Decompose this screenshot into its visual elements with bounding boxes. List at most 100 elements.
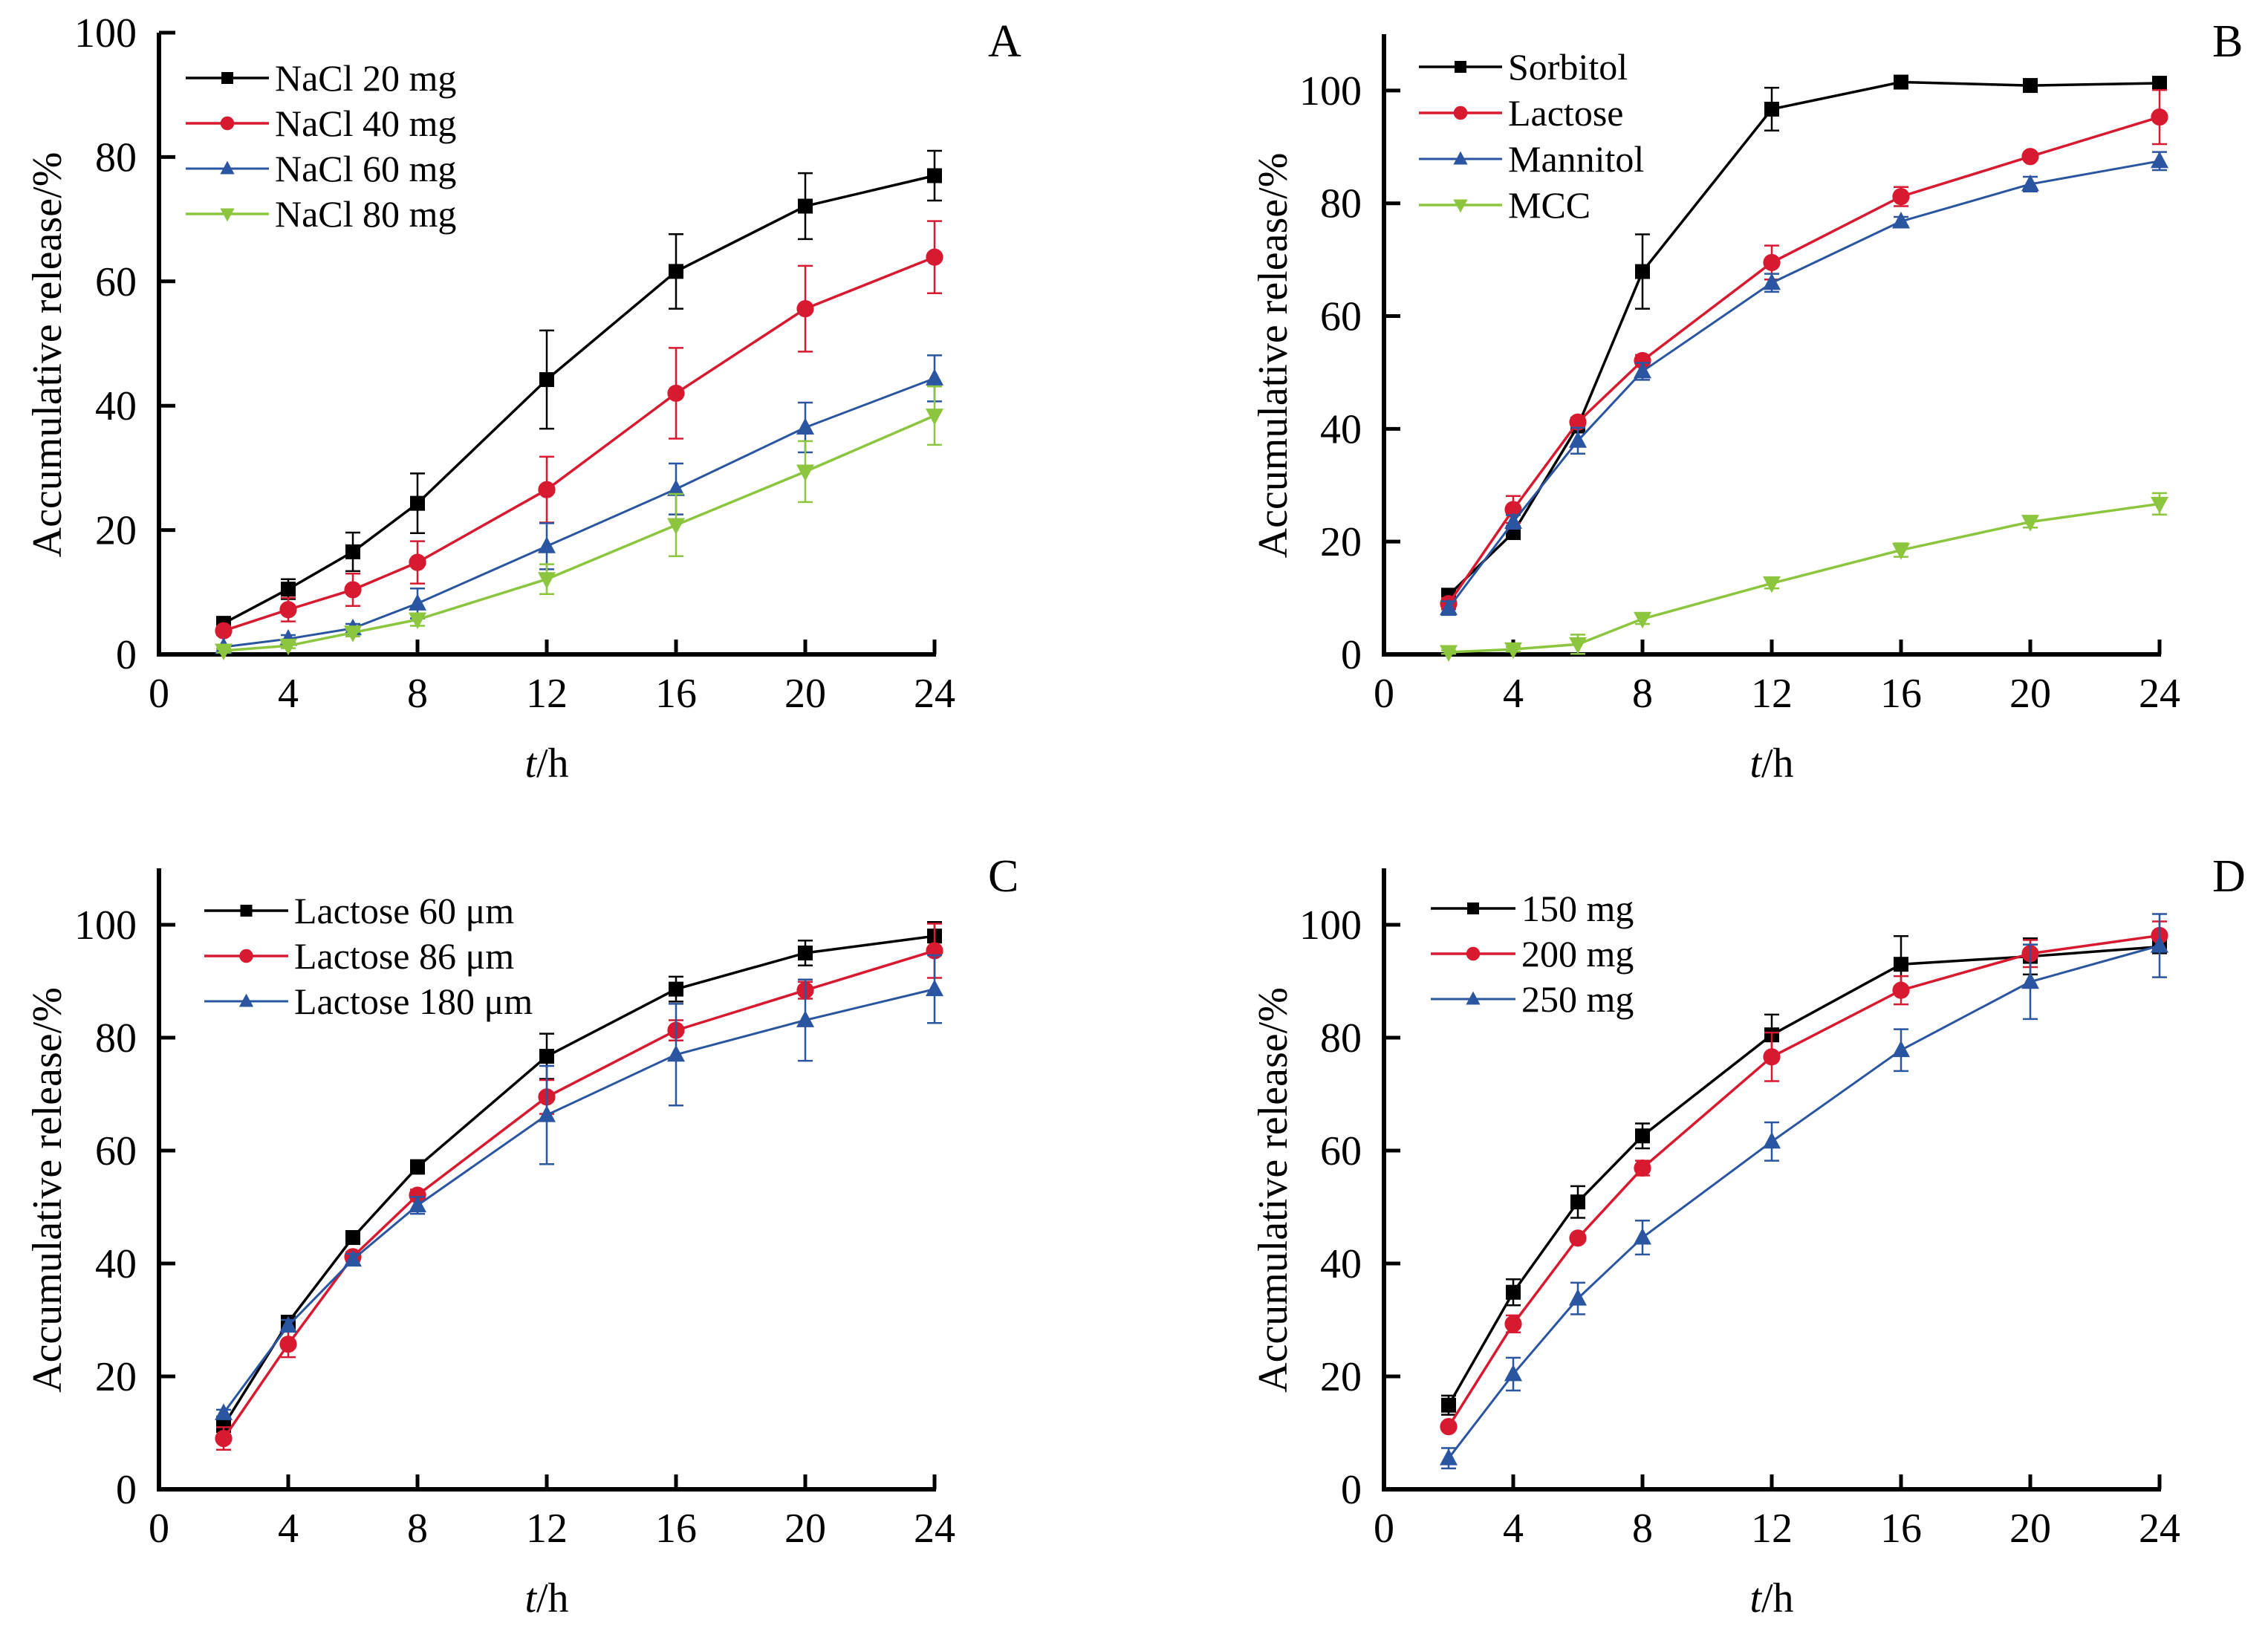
y-tick-label: 0 (1341, 632, 1362, 678)
data-point (344, 625, 362, 643)
legend-label: MCC (1508, 184, 1590, 226)
legend-label: NaCl 60 mg (275, 148, 456, 189)
legend-label: 200 mg (1521, 933, 1634, 975)
series-line (223, 414, 935, 652)
data-point (1440, 598, 1458, 616)
legend-label: Sorbitol (1508, 46, 1628, 88)
y-axis-title: Accumulative release/% (25, 987, 71, 1393)
data-point (796, 1010, 814, 1027)
data-point (1763, 253, 1781, 272)
data-point (345, 1230, 360, 1246)
legend-marker-icon (1453, 151, 1468, 165)
x-tick-label: 12 (526, 671, 568, 717)
y-axis-title: Accumulative release/% (1250, 987, 1296, 1393)
x-tick-label: 20 (784, 1506, 826, 1552)
legend-item: Lactose 180 μm (204, 980, 533, 1022)
legend-label: NaCl 80 mg (275, 193, 456, 235)
x-axis-title: t/h (524, 741, 568, 787)
series-line (1447, 115, 2160, 605)
series-line (1447, 160, 2160, 609)
data-point (345, 544, 360, 559)
series-line (223, 174, 935, 625)
data-point (926, 979, 943, 997)
series-line (222, 988, 935, 1414)
x-tick-label: 0 (1374, 1506, 1394, 1552)
x-tick-label: 4 (1503, 671, 1524, 717)
data-point (798, 198, 813, 214)
data-point (1634, 351, 1651, 370)
legend-item: Lactose 86 μm (204, 935, 514, 977)
x-tick-label: 4 (1503, 1506, 1524, 1552)
legend-label: Lactose 180 μm (294, 980, 533, 1022)
data-point (927, 168, 942, 183)
series-nacl-40-mg (215, 220, 943, 640)
y-tick-label: 40 (95, 1241, 137, 1287)
series-line (222, 934, 935, 1427)
data-point (215, 1403, 233, 1420)
x-tick-label: 20 (784, 671, 826, 717)
x-tick-label: 16 (655, 1506, 697, 1552)
data-point (1504, 501, 1522, 518)
data-point (1892, 1040, 1910, 1058)
x-tick-label: 0 (1374, 671, 1394, 717)
legend-label: Mannitol (1508, 138, 1644, 180)
y-tick-label: 40 (1320, 1241, 1362, 1287)
legend-item: MCC (1419, 184, 1590, 226)
legend-item: Lactose 60 μm (204, 890, 514, 931)
y-tick-label: 20 (95, 1354, 137, 1400)
y-tick-label: 0 (1341, 1467, 1362, 1513)
legend-label: Lactose (1508, 92, 1623, 134)
legend-marker-icon (1455, 61, 1466, 73)
legend-item: Lactose (1419, 92, 1623, 134)
data-point (1764, 101, 1779, 117)
legend-label: 150 mg (1521, 888, 1634, 929)
panel-b: 0 20 40 60 80 100 0 4 8 12 16 20 24 t/h Accumulative r… (1250, 16, 2243, 787)
data-point (1892, 211, 1910, 229)
series-mannitol (1440, 151, 2168, 617)
legend-marker-icon (221, 72, 233, 84)
x-tick-label: 8 (407, 1506, 428, 1552)
data-point (538, 536, 556, 553)
series-line (1447, 945, 2160, 1406)
data-point (1635, 264, 1650, 279)
data-point (2151, 151, 2168, 169)
legend-item: NaCl 60 mg (186, 148, 456, 189)
data-point (1504, 512, 1522, 530)
data-point (1634, 361, 1651, 379)
legend-label: NaCl 40 mg (275, 103, 456, 144)
data-point (1569, 637, 1587, 654)
data-point (2021, 174, 2039, 192)
data-point (1569, 413, 1587, 431)
y-tick-label: 0 (116, 1467, 137, 1513)
data-point (216, 1418, 231, 1434)
data-point (1634, 1228, 1651, 1245)
data-point (1763, 273, 1781, 290)
panel-letter: A (988, 16, 1021, 67)
data-point (409, 1195, 426, 1213)
data-point (409, 612, 426, 630)
data-point (279, 601, 297, 619)
legend-item: 200 mg (1431, 933, 1634, 975)
legend-item: NaCl 20 mg (186, 57, 456, 99)
data-point (1441, 1397, 1456, 1413)
x-axis-title: t/h (524, 1575, 568, 1622)
series-line (1447, 944, 2160, 1460)
data-point (2151, 108, 2168, 126)
data-point (667, 479, 685, 496)
legend-item: 150 mg (1431, 888, 1634, 929)
panel-letter: C (988, 851, 1018, 902)
data-point (2151, 936, 2168, 953)
data-point (1504, 642, 1522, 660)
legend-item: 250 mg (1431, 978, 1634, 1020)
y-tick-label: 100 (1299, 902, 1362, 949)
data-point (2021, 515, 2039, 532)
data-point (2151, 496, 2168, 514)
x-tick-label: 20 (2009, 1506, 2051, 1552)
legend-marker-icon (1453, 105, 1468, 120)
series-nacl-20-mg (216, 149, 942, 631)
series-nacl-80-mg (215, 386, 943, 660)
data-point (539, 372, 554, 388)
data-point (344, 581, 362, 599)
data-point (2021, 972, 2039, 989)
data-point (409, 1186, 426, 1204)
